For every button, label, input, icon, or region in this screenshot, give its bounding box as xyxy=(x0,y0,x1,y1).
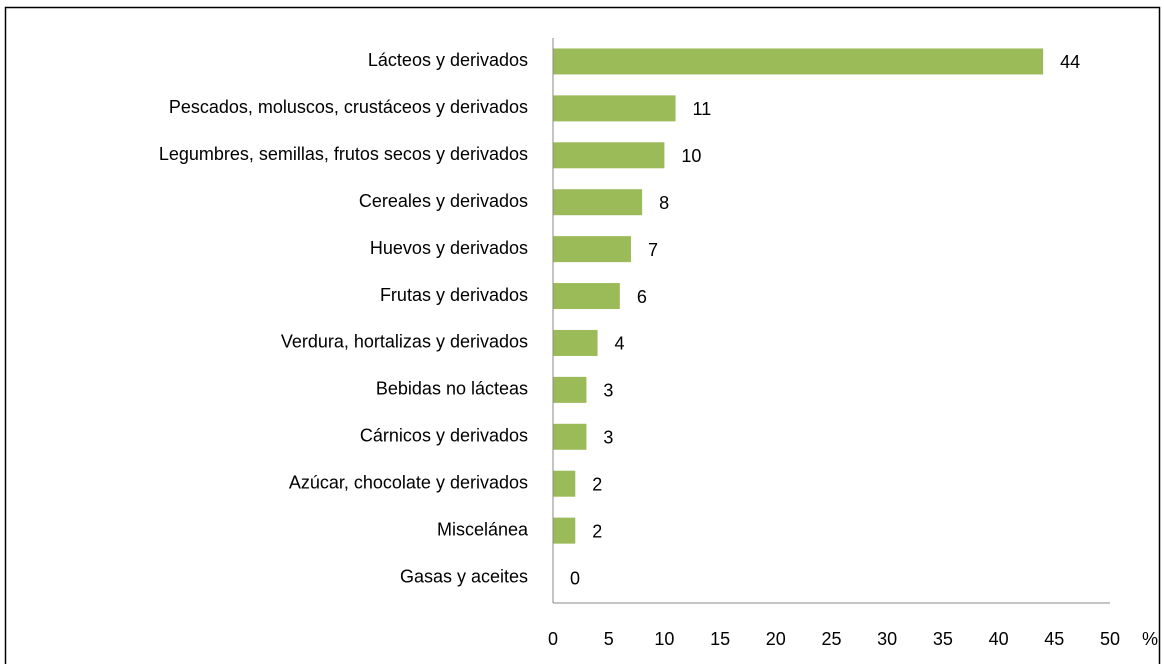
y-tick-label: Lácteos y derivados xyxy=(368,50,528,70)
value-label: 44 xyxy=(1060,52,1080,72)
y-tick-label: Azúcar, chocolate y derivados xyxy=(289,472,528,492)
y-tick-label: Miscelánea xyxy=(437,519,529,539)
bar xyxy=(553,517,576,544)
value-label: 2 xyxy=(592,521,602,541)
value-label: 2 xyxy=(592,474,602,494)
bar xyxy=(553,189,643,216)
value-label: 10 xyxy=(681,146,701,166)
x-tick-label: 10 xyxy=(654,629,674,649)
y-tick-label: Cárnicos y derivados xyxy=(360,426,528,446)
x-tick-label: 30 xyxy=(877,629,897,649)
value-label: 0 xyxy=(570,568,580,588)
y-tick-label: Huevos y derivados xyxy=(370,238,528,258)
value-label: 3 xyxy=(603,428,613,448)
y-tick-label: Legumbres, semillas, frutos secos y deri… xyxy=(159,144,528,164)
bar xyxy=(553,329,598,356)
y-tick-label: Frutas y derivados xyxy=(380,285,528,305)
bar xyxy=(553,48,1044,75)
value-label: 11 xyxy=(693,99,712,119)
value-label: 7 xyxy=(648,240,658,260)
x-tick-label: 25 xyxy=(821,629,841,649)
x-tick-label: 45 xyxy=(1044,629,1064,649)
x-tick-label: 50 xyxy=(1100,629,1120,649)
y-tick-label: Verdura, hortalizas y derivados xyxy=(281,332,528,352)
x-tick-label: 0 xyxy=(548,629,558,649)
value-label: 8 xyxy=(659,193,669,213)
bar xyxy=(553,376,587,403)
x-tick-label: 35 xyxy=(933,629,953,649)
value-label: 4 xyxy=(615,334,625,354)
x-axis-label: % xyxy=(1142,629,1158,649)
bar xyxy=(553,142,665,169)
value-label: 3 xyxy=(603,381,613,401)
x-tick-label: 20 xyxy=(766,629,786,649)
y-tick-label: Gasas y aceites xyxy=(400,566,528,586)
bar xyxy=(553,283,620,310)
frame xyxy=(4,6,1161,664)
y-tick-label: Pescados, moluscos, crustáceos y derivad… xyxy=(169,97,528,117)
bar xyxy=(553,470,576,497)
y-tick-label: Cereales y derivados xyxy=(359,191,528,211)
x-tick-label: 5 xyxy=(604,629,614,649)
bar xyxy=(553,423,587,450)
bar xyxy=(553,236,631,263)
x-tick-label: 15 xyxy=(710,629,730,649)
value-label: 6 xyxy=(637,287,647,307)
y-tick-label: Bebidas no lácteas xyxy=(376,379,528,399)
x-tick-label: 40 xyxy=(989,629,1009,649)
bar xyxy=(553,95,676,122)
